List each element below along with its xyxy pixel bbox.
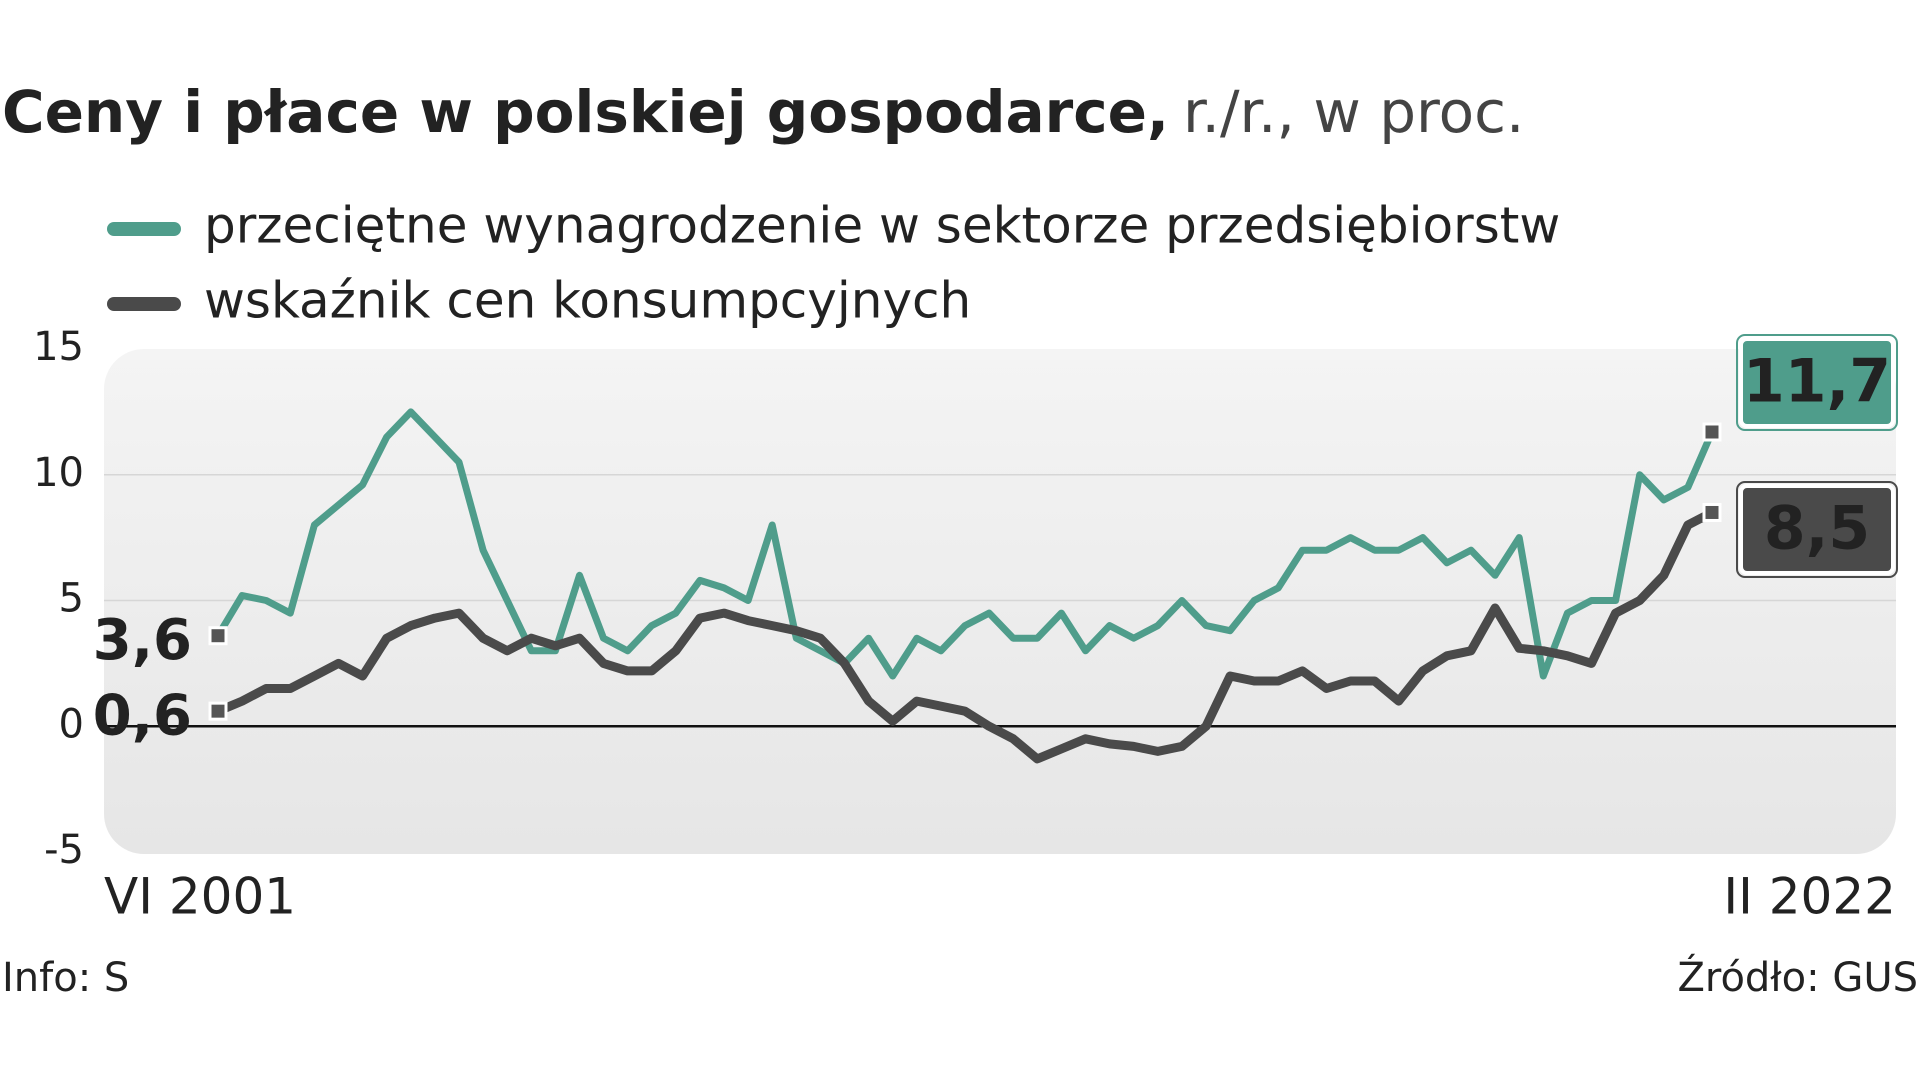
x-tick-label: VI 2001	[104, 868, 296, 926]
source: Źródło: GUS	[1677, 953, 1918, 1001]
value-label-box	[1739, 484, 1895, 575]
info: Info: S	[2, 955, 129, 1001]
point-marker	[208, 626, 228, 646]
x-tick-label: II 2022	[1723, 868, 1896, 926]
plot-background	[104, 349, 1896, 854]
value-label-box	[1739, 337, 1895, 428]
y-tick-label: -5	[44, 827, 84, 873]
y-tick-label: 5	[59, 576, 84, 622]
y-tick-label: 10	[33, 450, 84, 496]
y-tick-label: 0	[59, 701, 84, 747]
chart-subtitle: r./r., w proc.	[1183, 78, 1524, 146]
value-label-box-outline	[1736, 334, 1898, 431]
point-marker	[208, 701, 228, 721]
point-marker	[1702, 502, 1722, 522]
y-tick-label: 15	[33, 324, 84, 370]
chart-heading: Ceny i płace w polskiej gospodarce, r./r.…	[2, 78, 1524, 146]
value-label: 11,7	[1743, 347, 1891, 417]
value-label: 3,6	[93, 608, 192, 673]
chart-title: Ceny i płace w polskiej gospodarce,	[2, 78, 1169, 146]
value-label: 0,6	[93, 683, 192, 748]
value-label-box-outline	[1736, 481, 1898, 578]
series-line	[213, 508, 1717, 764]
point-marker	[1702, 422, 1722, 442]
value-label: 8,5	[1764, 494, 1870, 564]
series-line	[214, 408, 1716, 680]
legend-label: wskaźnik cen konsumpcyjnych	[204, 272, 971, 330]
legend-label: przeciętne wynagrodzenie w sektorze prze…	[204, 197, 1560, 255]
